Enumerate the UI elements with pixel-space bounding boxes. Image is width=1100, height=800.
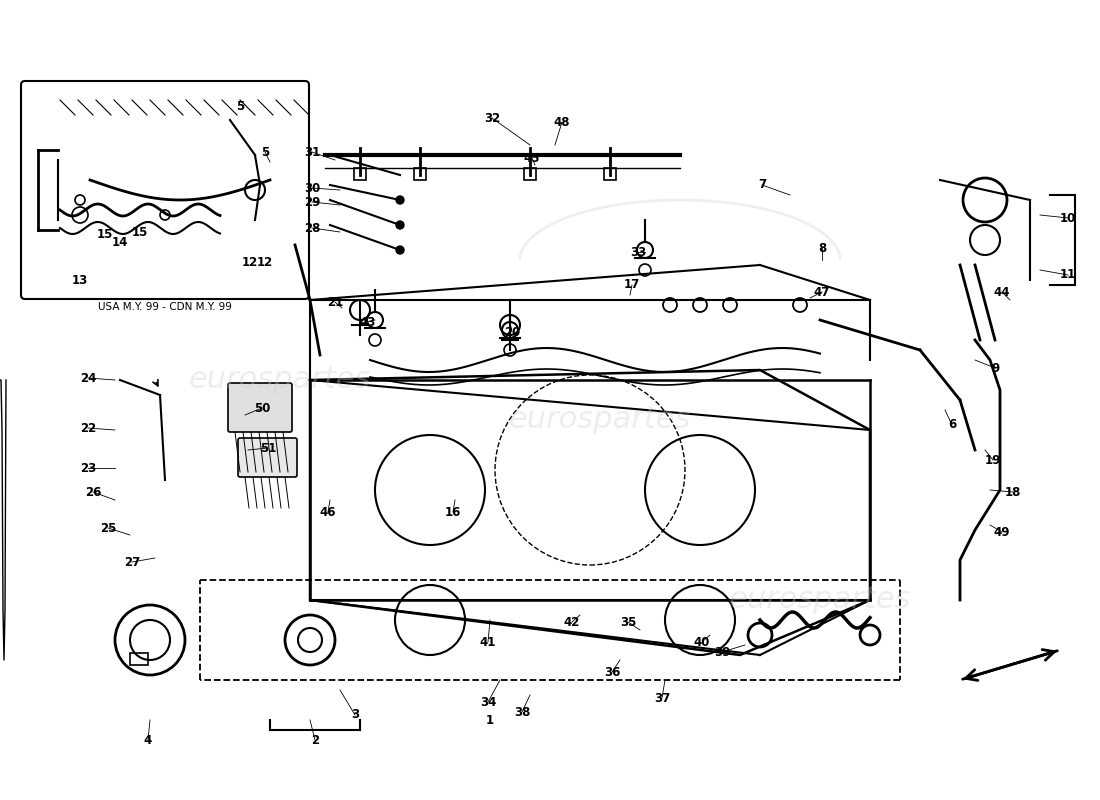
- Text: 43: 43: [360, 315, 376, 329]
- Text: 30: 30: [304, 182, 320, 194]
- Text: 5: 5: [235, 101, 244, 114]
- Text: 17: 17: [624, 278, 640, 291]
- Text: 1: 1: [486, 714, 494, 726]
- Text: 7: 7: [758, 178, 766, 191]
- Circle shape: [396, 246, 404, 254]
- FancyBboxPatch shape: [228, 383, 292, 432]
- Text: 12: 12: [257, 255, 273, 269]
- Bar: [354, 168, 366, 180]
- Text: 8: 8: [818, 242, 826, 254]
- Text: 46: 46: [320, 506, 337, 518]
- Text: 18: 18: [1004, 486, 1021, 498]
- Text: eurospartes: eurospartes: [509, 406, 691, 434]
- Text: eurospartes: eurospartes: [729, 586, 911, 614]
- Circle shape: [396, 221, 404, 229]
- Bar: [414, 168, 426, 180]
- Text: 9: 9: [991, 362, 999, 374]
- Text: 24: 24: [80, 371, 96, 385]
- Text: 49: 49: [993, 526, 1010, 538]
- Bar: [130, 653, 148, 665]
- Text: 15: 15: [132, 226, 148, 238]
- Text: 29: 29: [304, 195, 320, 209]
- Text: 11: 11: [1060, 269, 1076, 282]
- Text: 26: 26: [85, 486, 101, 498]
- Text: 20: 20: [504, 326, 520, 338]
- Text: 19: 19: [984, 454, 1001, 466]
- Text: 51: 51: [260, 442, 276, 454]
- Text: 50: 50: [254, 402, 271, 414]
- Text: 42: 42: [564, 615, 580, 629]
- Text: 28: 28: [304, 222, 320, 234]
- Text: 15: 15: [97, 229, 113, 242]
- Text: 10: 10: [1060, 211, 1076, 225]
- Text: 14: 14: [112, 235, 129, 249]
- Text: 13: 13: [72, 274, 88, 286]
- Text: 35: 35: [619, 615, 636, 629]
- Text: 16: 16: [444, 506, 461, 518]
- Text: eurospartes: eurospartes: [189, 366, 371, 394]
- Text: 4: 4: [144, 734, 152, 746]
- FancyBboxPatch shape: [21, 81, 309, 299]
- Text: 25: 25: [100, 522, 117, 534]
- Text: 6: 6: [948, 418, 956, 431]
- Text: 38: 38: [514, 706, 530, 718]
- Text: 2: 2: [311, 734, 319, 746]
- Text: 34: 34: [480, 695, 496, 709]
- Text: 3: 3: [351, 709, 359, 722]
- Text: 32: 32: [484, 111, 500, 125]
- Text: 22: 22: [80, 422, 96, 434]
- Bar: [604, 168, 616, 180]
- FancyBboxPatch shape: [238, 438, 297, 477]
- Text: 21: 21: [327, 295, 343, 309]
- Text: 36: 36: [604, 666, 620, 678]
- Text: 37: 37: [653, 691, 670, 705]
- Text: 5: 5: [261, 146, 270, 158]
- Bar: [524, 168, 536, 180]
- Text: 45: 45: [524, 151, 540, 165]
- Text: 44: 44: [993, 286, 1010, 298]
- Text: 12: 12: [242, 257, 258, 270]
- Text: 33: 33: [630, 246, 646, 258]
- Text: 40: 40: [694, 635, 711, 649]
- Text: 41: 41: [480, 635, 496, 649]
- Text: 39: 39: [714, 646, 730, 658]
- Text: 47: 47: [814, 286, 830, 298]
- Text: 23: 23: [80, 462, 96, 474]
- Text: 31: 31: [304, 146, 320, 158]
- Circle shape: [396, 196, 404, 204]
- Text: USA M.Y. 99 - CDN M.Y. 99: USA M.Y. 99 - CDN M.Y. 99: [98, 302, 232, 312]
- Text: 27: 27: [124, 555, 140, 569]
- Text: 48: 48: [553, 115, 570, 129]
